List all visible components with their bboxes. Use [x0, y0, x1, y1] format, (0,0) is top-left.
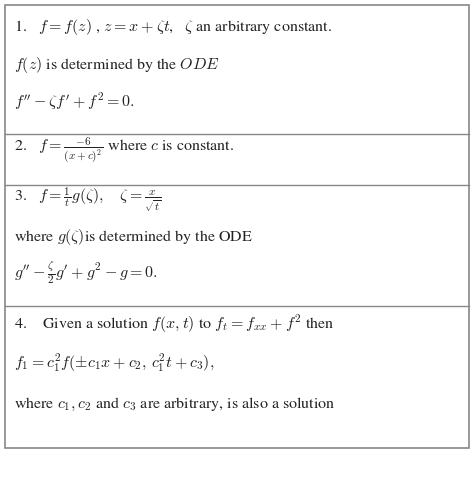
Text: 1.   $f = f(z)$ , $z = x + \zeta t$,   $\zeta$ an arbitrary constant.: 1. $f = f(z)$ , $z = x + \zeta t$, $\zet… [14, 17, 332, 37]
Text: where $g(\zeta)$is determined by the ODE: where $g(\zeta)$is determined by the ODE [14, 227, 253, 247]
Text: 2.   $f = \frac{-6}{(x+c)^2}$ where $c$ is constant.: 2. $f = \frac{-6}{(x+c)^2}$ where $c$ is… [14, 136, 235, 166]
Text: 4.    Given a solution $f(x,t)$ to $f_t = f_{xx} + f^2$ then: 4. Given a solution $f(x,t)$ to $f_t = f… [14, 312, 335, 335]
Text: 3.   $f = \frac{1}{t}g(\zeta),\quad \zeta = \frac{x}{\sqrt{t}}$: 3. $f = \frac{1}{t}g(\zeta),\quad \zeta … [14, 185, 162, 214]
Text: $f_1 = c_1^2 f(\pm c_1 x + c_2,\, c_1^2 t + c_3),$: $f_1 = c_1^2 f(\pm c_1 x + c_2,\, c_1^2 … [14, 352, 215, 374]
Text: $f^{\prime\prime} - \zeta f^{\prime} + f^2 = 0.$: $f^{\prime\prime} - \zeta f^{\prime} + f… [14, 90, 135, 112]
Text: where $c_1, c_2$ and $c_3$ are arbitrary, is also a solution: where $c_1, c_2$ and $c_3$ are arbitrary… [14, 396, 336, 413]
Text: $g^{\prime\prime} - \frac{\zeta}{2}g^{\prime} + g^2 - g = 0.$: $g^{\prime\prime} - \frac{\zeta}{2}g^{\p… [14, 260, 158, 287]
Text: $f(z)$ is determined by the $\mathit{ODE}$: $f(z)$ is determined by the $\mathit{ODE… [14, 55, 219, 75]
